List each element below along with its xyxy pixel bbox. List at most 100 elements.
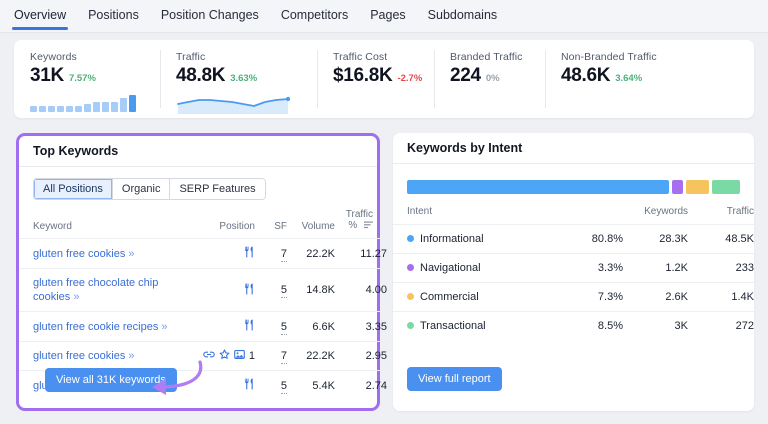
intent-table: Intent Keywords Traffic Informational 80… [393, 202, 754, 340]
intent-segment-navigational[interactable] [672, 180, 683, 194]
metric-delta: 0% [485, 73, 500, 84]
cell-percent[interactable]: 3.3% [563, 253, 623, 283]
recipe-icon[interactable] [244, 378, 255, 393]
metric-label: Traffic Cost [333, 51, 388, 63]
metric-label: Keywords [30, 51, 77, 63]
cell-percent[interactable]: 7.3% [563, 282, 623, 312]
intent-segment-commercial[interactable] [685, 180, 710, 194]
link-icon[interactable] [203, 349, 215, 363]
cell-traffic-percent: 11.27 [335, 238, 387, 269]
cell-traffic: 233 [688, 253, 754, 283]
col-keyword[interactable]: Keyword [33, 221, 72, 232]
col-intent: Intent [407, 206, 433, 217]
col-traffic-percent[interactable]: Traffic % [335, 200, 387, 239]
table-row[interactable]: gluten free chocolate chip cookies » 5 1… [19, 268, 387, 312]
recipe-icon[interactable] [244, 283, 255, 298]
tab-subdomains[interactable]: Subdomains [427, 8, 498, 22]
tab-positions[interactable]: Positions [88, 8, 139, 22]
tab-overview[interactable]: Overview [11, 8, 69, 30]
cell-percent[interactable]: 8.5% [563, 311, 623, 340]
sf-value: 5 [280, 320, 287, 335]
metric-keywords: Keywords 31K 7.57% [14, 40, 160, 118]
metric-delta: 7.57% [68, 73, 96, 84]
table-header-row: Keyword Position SF Volume Traffic % [19, 200, 387, 239]
expand-chevrons-icon[interactable]: » [128, 350, 134, 362]
recipe-icon[interactable] [244, 246, 255, 261]
sort-descending-icon[interactable] [364, 221, 373, 232]
cell-traffic-percent: 4.00 [335, 268, 387, 312]
keyword-link[interactable]: gluten free cookies [33, 350, 126, 362]
filter-serp-features[interactable]: SERP Features [170, 179, 265, 199]
expand-chevrons-icon[interactable]: » [73, 291, 79, 303]
cell-intent: Commercial [393, 282, 563, 312]
col-intent-percent [563, 202, 623, 225]
keyword-link[interactable]: gluten free cookie recipes [33, 320, 159, 333]
cell-volume: 6.6K [287, 311, 335, 342]
cell-keywords: 28.3K [623, 224, 688, 254]
cell-sf: 7 [255, 238, 287, 269]
cell-intent: Navigational [393, 253, 563, 283]
cell-keywords: 2.6K [623, 282, 688, 312]
cell-keyword[interactable]: gluten free cookies » [19, 341, 181, 371]
metric-label: Branded Traffic [450, 51, 523, 63]
image-icon[interactable] [234, 349, 245, 363]
cell-keyword[interactable]: gluten free chocolate chip cookies » [19, 268, 181, 312]
table-row[interactable]: gluten free cookie recipes » 5 6.6K 3.35 [19, 311, 387, 342]
filter-organic[interactable]: Organic [112, 179, 171, 199]
serp-feature-icons: 1 [203, 349, 255, 363]
table-row[interactable]: gluten free cookies » 7 22.2K 11.27 [19, 238, 387, 269]
metric-label: Non-Branded Traffic [561, 51, 657, 63]
col-traffic-percent-label: Traffic % [345, 209, 373, 231]
table-row[interactable]: Commercial 7.3% 2.6K 1.4K [393, 282, 754, 312]
table-row[interactable]: Informational 80.8% 28.3K 48.5K [393, 224, 754, 254]
cell-volume: 22.2K [287, 238, 335, 269]
cell-percent[interactable]: 80.8% [563, 224, 623, 254]
cell-traffic: 272 [688, 311, 754, 340]
cell-position [181, 238, 255, 269]
intent-color-dot [407, 322, 414, 329]
metric-value: 31K [30, 65, 64, 86]
tab-pages[interactable]: Pages [370, 8, 406, 22]
keyword-link[interactable]: gluten free cookies [33, 247, 126, 260]
cell-sf: 5 [255, 370, 287, 400]
filter-all-positions[interactable]: All Positions [34, 179, 113, 199]
col-position[interactable]: Position [219, 221, 255, 232]
expand-chevrons-icon[interactable]: » [161, 320, 167, 333]
recipe-icon[interactable] [244, 319, 255, 334]
sf-value: 7 [280, 247, 287, 262]
tab-competitors[interactable]: Competitors [280, 8, 349, 22]
cell-traffic-percent: 3.35 [335, 311, 387, 342]
cell-keyword[interactable]: gluten free cookie recipes » [19, 311, 181, 342]
cell-volume: 22.2K [287, 341, 335, 371]
intent-label: Navigational [420, 262, 481, 274]
view-full-report-button[interactable]: View full report [407, 367, 502, 391]
top-keywords-table: Keyword Position SF Volume Traffic % glu [19, 200, 387, 400]
intent-label: Informational [420, 233, 484, 245]
table-row[interactable]: Navigational 3.3% 1.2K 233 [393, 253, 754, 283]
keyword-link[interactable]: gluten free chocolate chip cookies [33, 277, 159, 303]
cell-keyword[interactable]: gluten free cookies » [19, 238, 181, 269]
intent-segment-transactional[interactable] [712, 180, 740, 194]
cell-position [181, 370, 255, 400]
col-volume[interactable]: Volume [301, 221, 335, 232]
cell-position: 1 [181, 341, 255, 371]
intent-color-dot [407, 264, 414, 271]
table-row[interactable]: Transactional 8.5% 3K 272 [393, 311, 754, 340]
view-all-keywords-button[interactable]: View all 31K keywords [45, 368, 177, 392]
metric-delta: -2.7% [397, 73, 423, 84]
cell-position [181, 268, 255, 312]
position-filter-segmented-control[interactable]: All Positions Organic SERP Features [33, 178, 266, 200]
star-icon[interactable] [219, 349, 230, 363]
intent-label: Transactional [420, 320, 486, 332]
serp-feature-icons [244, 283, 255, 298]
table-row[interactable]: gluten free cookies » [19, 341, 387, 371]
serp-feature-icons [244, 378, 255, 393]
intent-segment-informational[interactable] [407, 180, 670, 194]
tab-position-changes[interactable]: Position Changes [160, 8, 259, 22]
expand-chevrons-icon[interactable]: » [128, 247, 134, 260]
cell-sf: 7 [255, 341, 287, 371]
panel-title: Keywords by Intent [393, 133, 754, 164]
top-keywords-panel: Top Keywords All Positions Organic SERP … [16, 133, 387, 411]
col-sf[interactable]: SF [274, 221, 287, 232]
